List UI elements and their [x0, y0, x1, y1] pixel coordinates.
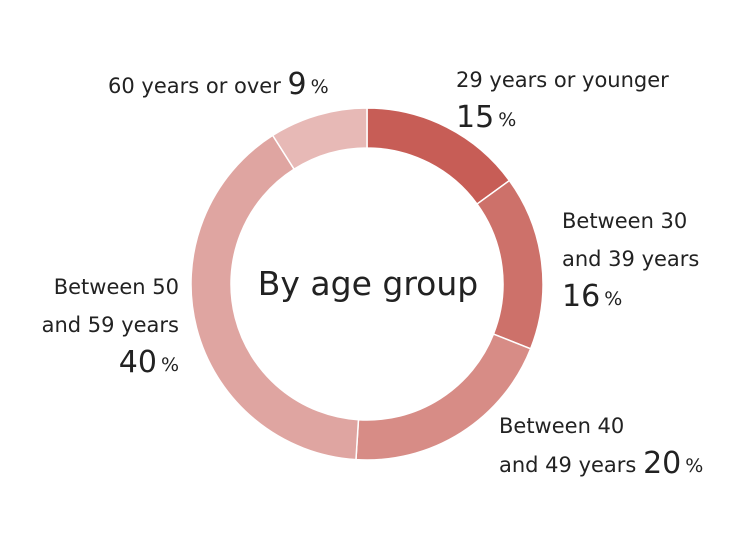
label-40-49-line1: Between 40: [499, 414, 625, 438]
label-40-49-unit: %: [685, 455, 704, 477]
label-29-or-younger-value: 15: [456, 100, 495, 135]
label-29-or-younger: 29 years or younger 15%: [456, 61, 669, 139]
label-60-or-over-value: 9: [287, 67, 307, 102]
label-40-49-line2: and 49 years: [499, 453, 637, 477]
label-30-39-unit: %: [604, 288, 623, 310]
label-30-39-line2: and 39 years: [562, 247, 700, 271]
label-50-59-line1: Between 50: [53, 275, 179, 299]
label-50-59: Between 50 and 59 years 40%: [42, 268, 179, 384]
label-29-or-younger-value-line: 15%: [456, 99, 669, 139]
chart-center-title: By age group: [257, 264, 479, 303]
label-60-or-over-unit: %: [310, 76, 329, 98]
label-60-or-over-text: 60 years or over: [108, 74, 281, 98]
label-50-59-value: 40: [118, 345, 157, 380]
label-30-39-value-line: 16%: [562, 278, 699, 318]
label-50-59-value-line: 40%: [42, 344, 179, 384]
label-29-or-younger-unit: %: [498, 109, 517, 131]
label-30-39: Between 30 and 39 years 16%: [562, 202, 699, 318]
label-30-39-line1: Between 30: [562, 209, 688, 233]
label-40-49-line2-wrap: and 49 years 20%: [499, 445, 703, 485]
label-40-49-value: 20: [643, 446, 682, 481]
donut-slice-4: [271, 107, 368, 171]
label-50-59-unit: %: [160, 354, 179, 376]
label-29-or-younger-text: 29 years or younger: [456, 68, 669, 92]
donut-slice-3: [190, 134, 360, 461]
label-40-49: Between 40 and 49 years 20%: [499, 407, 703, 485]
label-30-39-value: 16: [562, 279, 601, 314]
label-60-or-over: 60 years or over 9%: [108, 66, 329, 106]
label-50-59-line2: and 59 years: [41, 313, 179, 337]
